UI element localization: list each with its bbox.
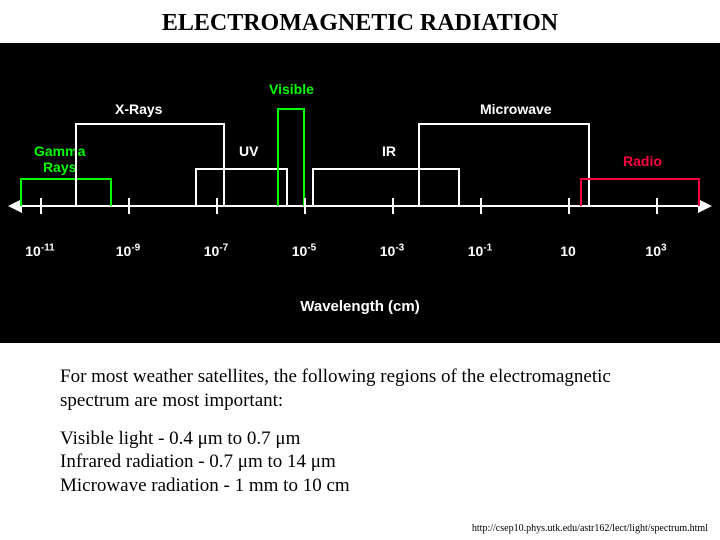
visible-range: Visible light - 0.4 μm to 0.7 μm	[60, 428, 300, 449]
axis-tick	[40, 198, 42, 214]
axis-tick-label: 10	[560, 243, 576, 259]
axis-tick-label: 10-1	[468, 243, 492, 259]
body-text: For most weather satellites, the followi…	[0, 343, 720, 498]
axis-tick-label: 10-5	[292, 243, 316, 259]
intro-paragraph: For most weather satellites, the followi…	[60, 365, 660, 413]
spectrum-diagram: Wavelength (cm) GammaRaysX-RaysUVVisible…	[0, 43, 720, 343]
microwave-band-label: Microwave	[480, 101, 552, 117]
axis-tick-label: 10-9	[116, 243, 140, 259]
axis-tick	[216, 198, 218, 214]
axis-tick	[480, 198, 482, 214]
microwave-range: Microwave radiation - 1 mm to 10 cm	[60, 475, 350, 496]
visible-band-label: Visible	[269, 81, 314, 97]
infrared-range: Infrared radiation - 0.7 μm to 14 μm	[60, 451, 336, 472]
uv-band-label: UV	[239, 143, 258, 159]
axis-tick	[568, 198, 570, 214]
ir-band-label: IR	[382, 143, 396, 159]
citation-url: http://csep10.phys.utk.edu/astr162/lect/…	[472, 523, 708, 534]
page-title: ELECTROMAGNETIC RADIATION	[0, 0, 720, 43]
axis-tick	[656, 198, 658, 214]
axis-tick-label: 103	[645, 243, 666, 259]
axis-tick-label: 10-11	[25, 243, 54, 259]
xray-band-label: X-Rays	[115, 101, 162, 117]
axis-tick	[392, 198, 394, 214]
axis-tick	[128, 198, 130, 214]
radio-band-bracket	[580, 178, 700, 206]
axis-tick	[304, 198, 306, 214]
uv-band-bracket	[195, 168, 288, 206]
radio-band-label: Radio	[623, 153, 662, 169]
axis-arrow-right	[698, 199, 712, 213]
axis-tick-label: 10-3	[380, 243, 404, 259]
microwave-band-bracket	[418, 123, 590, 206]
axis-tick-label: 10-7	[204, 243, 228, 259]
axis-title: Wavelength (cm)	[0, 298, 720, 315]
wavelength-list: Visible light - 0.4 μm to 0.7 μm Infrare…	[60, 427, 660, 498]
visible-band-bracket	[277, 108, 305, 206]
